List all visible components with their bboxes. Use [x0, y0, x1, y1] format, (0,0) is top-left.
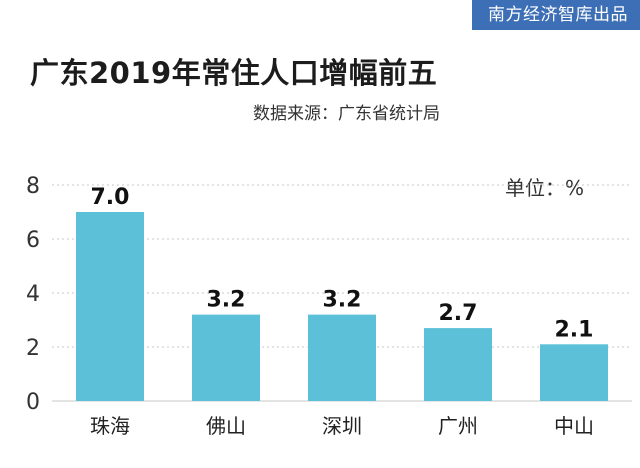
- y-tick-label: 8: [26, 174, 40, 199]
- bar: [540, 344, 608, 401]
- bar: [308, 314, 376, 401]
- bars: [76, 212, 608, 401]
- value-labels: 7.0 3.2 3.2 2.7 2.1: [91, 185, 594, 342]
- x-tick-label: 中山: [554, 414, 594, 438]
- y-tick-label: 6: [26, 228, 40, 253]
- data-label: 3.2: [323, 288, 362, 313]
- data-label: 3.2: [207, 288, 246, 313]
- y-axis-ticks: 0 2 4 6 8: [26, 174, 40, 415]
- bar: [76, 212, 144, 401]
- x-tick-label: 广州: [438, 414, 478, 438]
- data-source: 数据来源：广东省统计局: [253, 104, 440, 124]
- bar: [424, 328, 492, 401]
- brand-badge: 南方经济智库出品: [472, 0, 640, 30]
- data-label: 7.0: [91, 185, 130, 210]
- data-label: 2.7: [439, 301, 478, 326]
- y-tick-label: 0: [26, 390, 40, 415]
- bar: [192, 314, 260, 401]
- x-tick-label: 佛山: [206, 414, 246, 438]
- data-label: 2.1: [555, 317, 594, 342]
- y-tick-label: 2: [26, 336, 40, 361]
- chart-title: 广东2019年常住人口增幅前五: [30, 56, 438, 90]
- x-axis-labels: 珠海 佛山 深圳 广州 中山: [90, 414, 594, 438]
- y-tick-label: 4: [26, 282, 40, 307]
- x-tick-label: 深圳: [322, 414, 362, 438]
- unit-label: 单位：%: [505, 176, 585, 200]
- x-tick-label: 珠海: [90, 414, 130, 438]
